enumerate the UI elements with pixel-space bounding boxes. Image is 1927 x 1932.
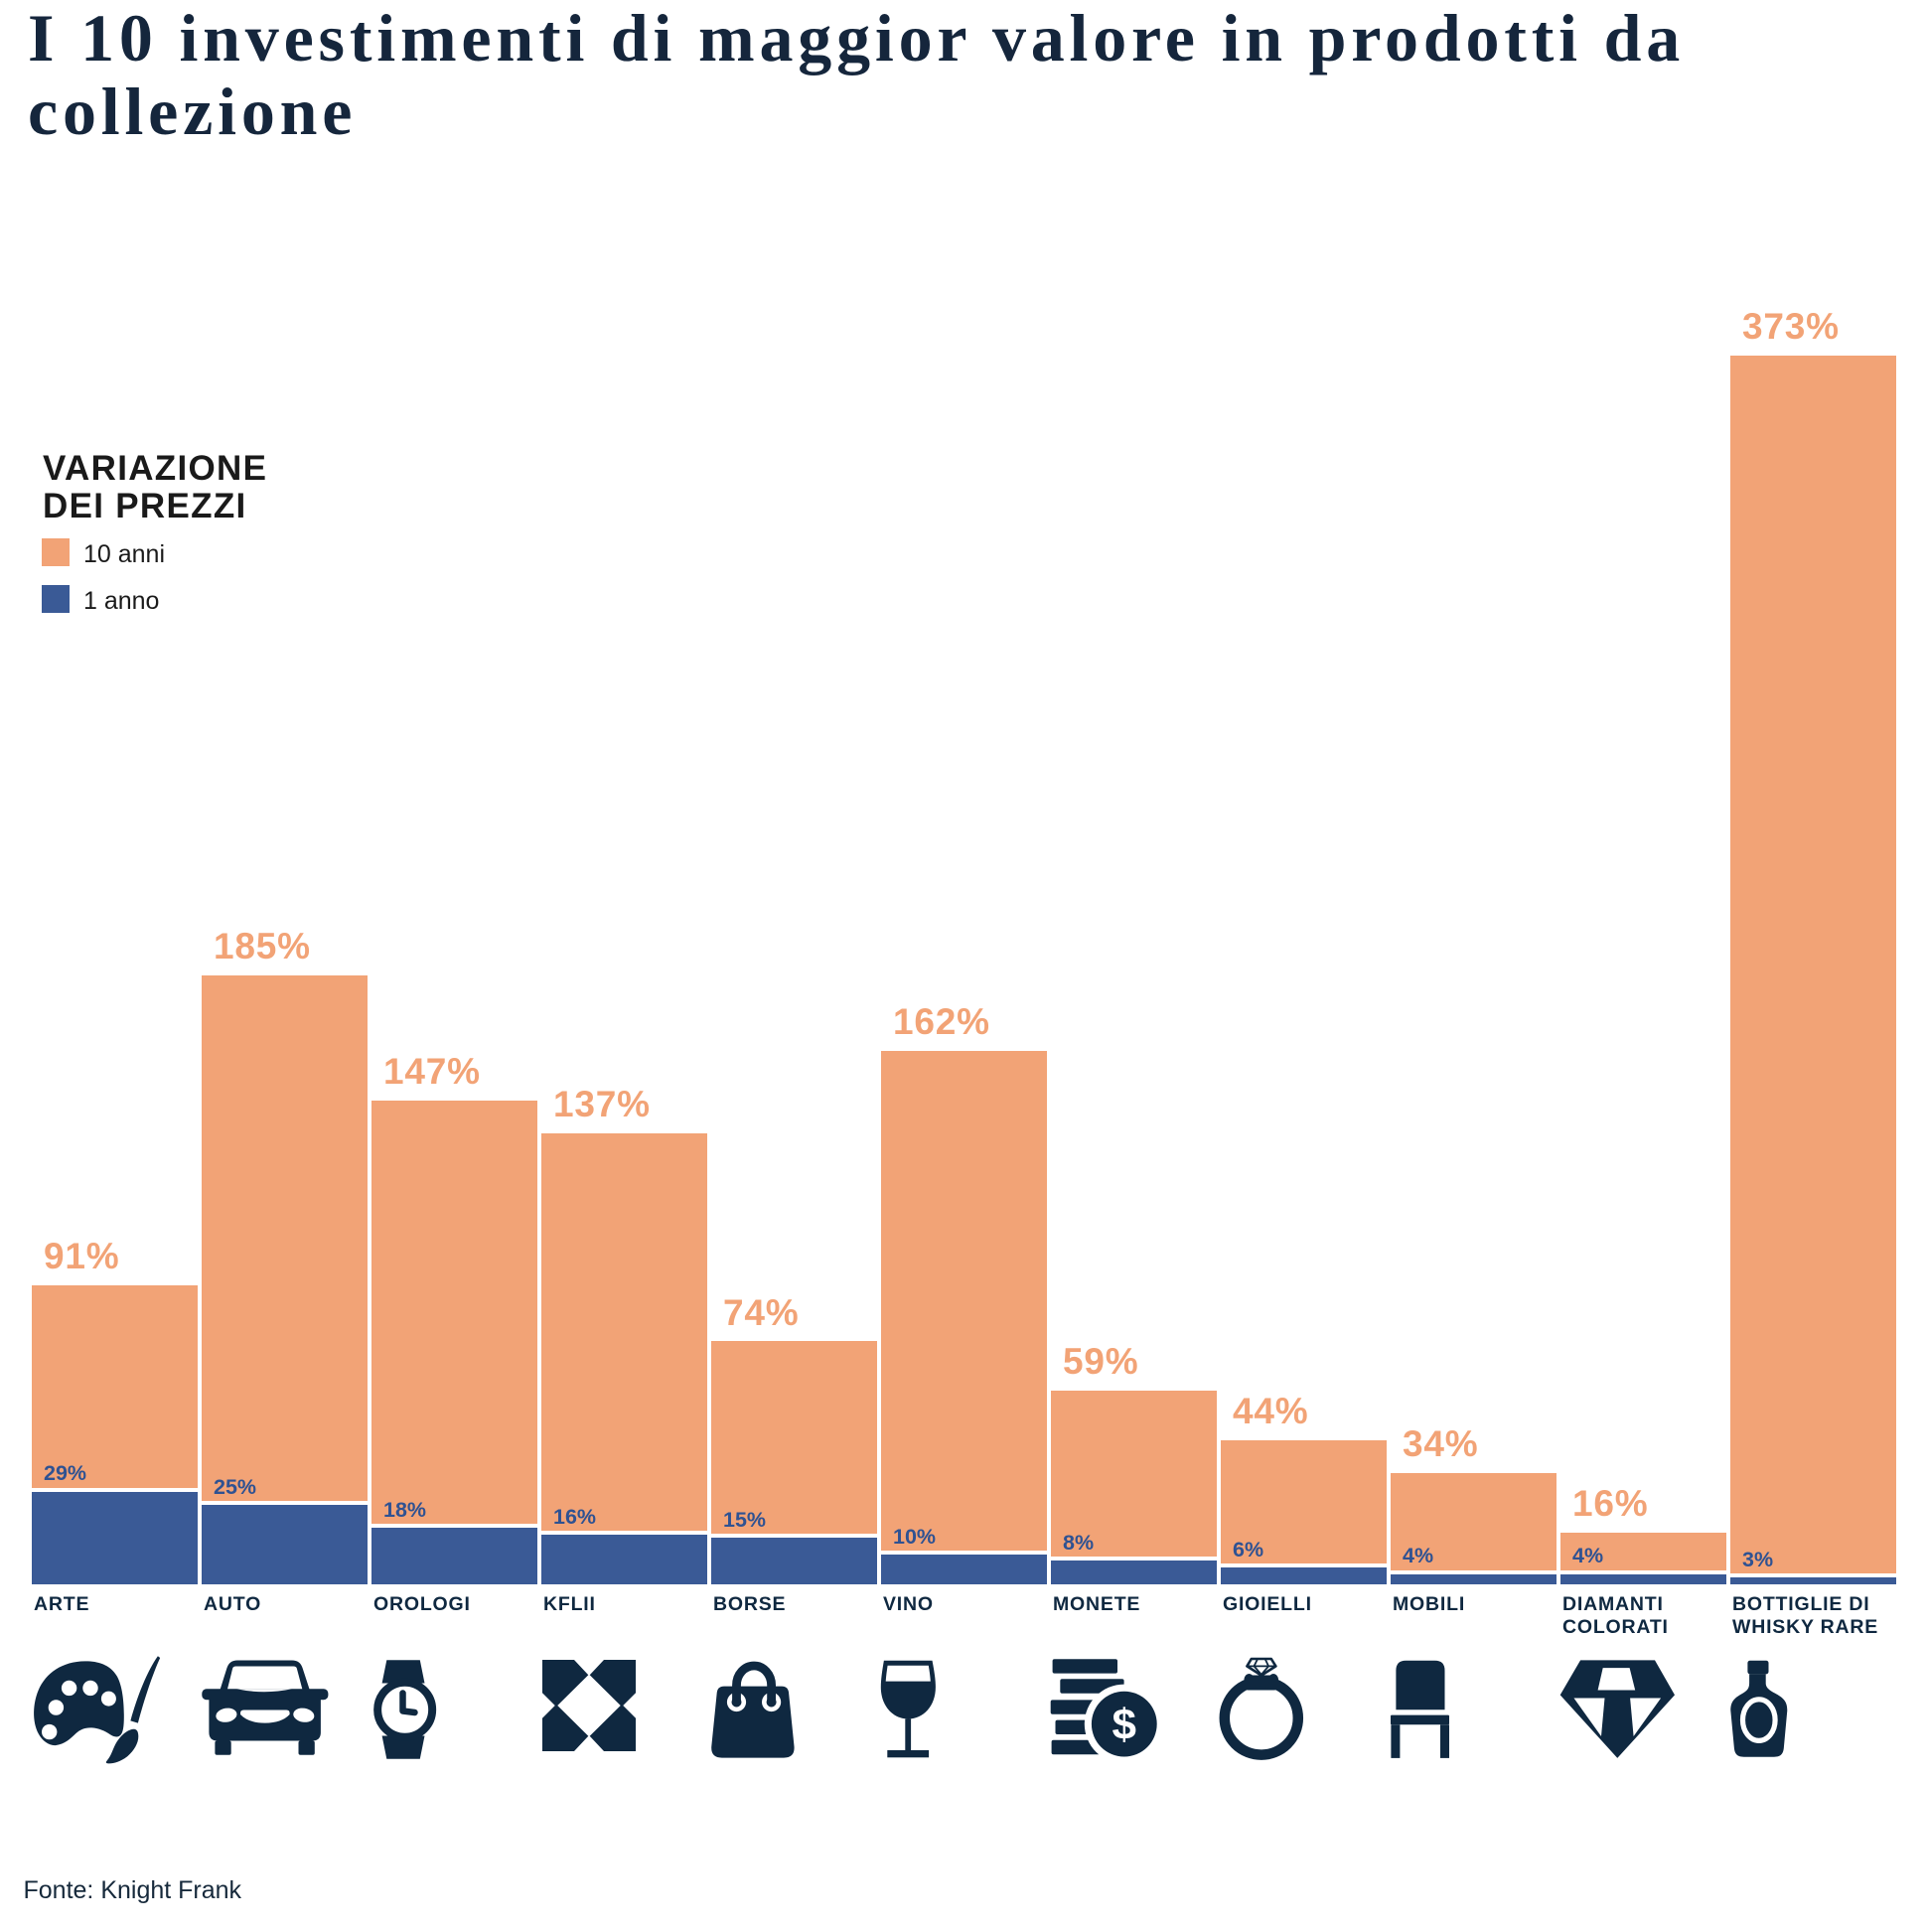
svg-text:$: $ bbox=[1112, 1701, 1136, 1749]
